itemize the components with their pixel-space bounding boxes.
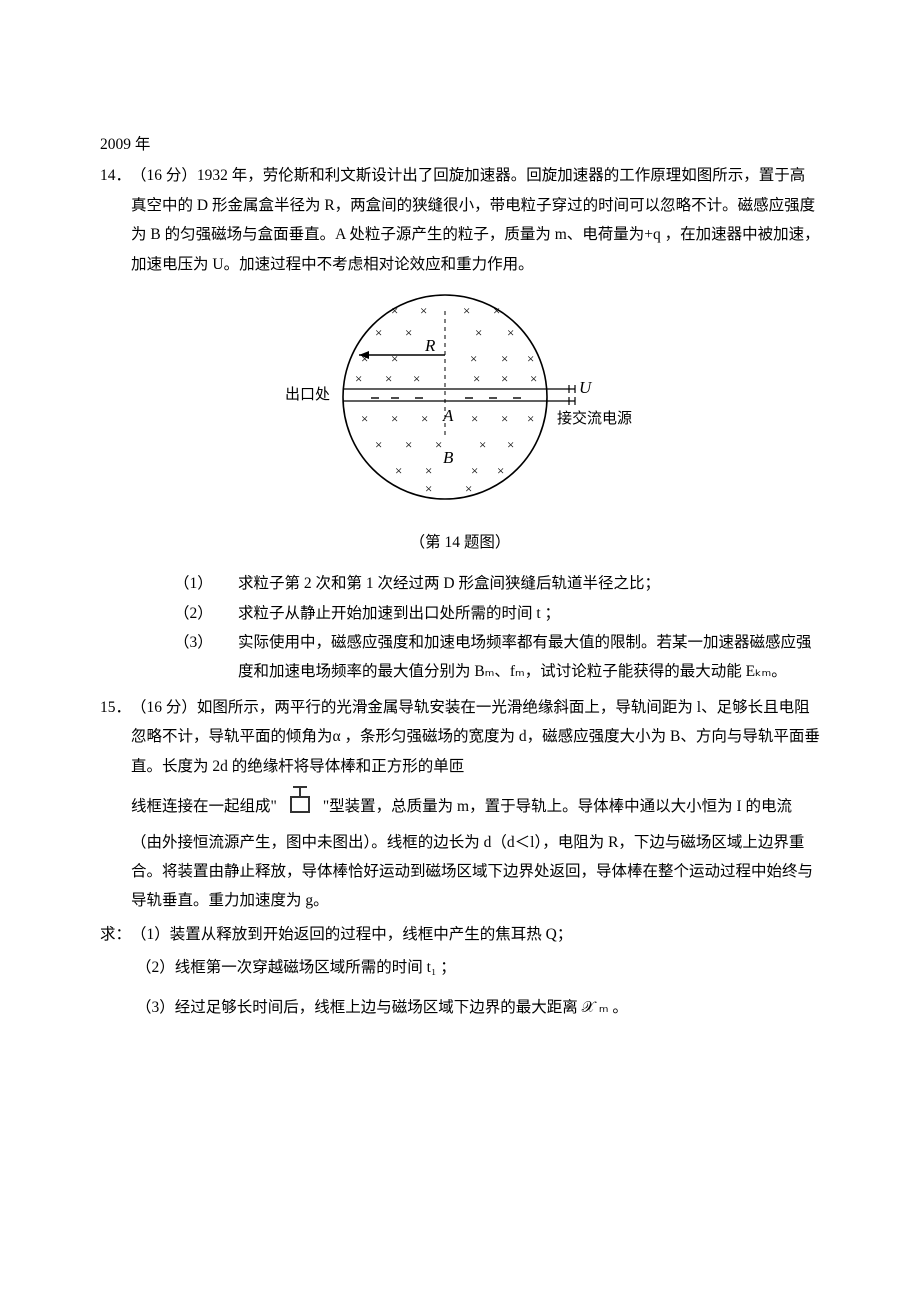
req-15-1-num: （1）: [131, 926, 170, 943]
svg-text:×: ×: [501, 351, 508, 366]
figure-14: ×××× ×××× ××××× ×××××× ×××××× ××××× ××××…: [100, 285, 820, 557]
svg-text:×: ×: [413, 371, 420, 386]
svg-text:×: ×: [527, 351, 534, 366]
svg-text:×: ×: [501, 371, 508, 386]
figure-14-caption: （第 14 题图）: [100, 528, 820, 557]
req-15-3-text: 经过足够长时间后，线框上边与磁场区域下边界的最大距离 𝒳 ₘ 。: [175, 999, 628, 1016]
svg-text:×: ×: [471, 411, 478, 426]
svg-text:×: ×: [493, 303, 500, 318]
svg-text:×: ×: [507, 325, 514, 340]
problem-15: 15． （16 分）如图所示，两平行的光滑金属导轨安装在一光滑绝缘斜面上，导轨间…: [100, 693, 820, 1022]
svg-text:×: ×: [395, 463, 402, 478]
label-U: U: [579, 378, 593, 397]
svg-text:×: ×: [479, 437, 486, 452]
svg-text:×: ×: [391, 303, 398, 318]
req-15-2-text: 线框第一次穿越磁场区域所需的时间 t₁ ；: [175, 959, 456, 976]
svg-text:×: ×: [391, 351, 398, 366]
sub-14-1-num: （1）: [174, 569, 238, 598]
label-exit: 出口处: [285, 386, 330, 403]
svg-text:×: ×: [375, 325, 382, 340]
problem-14: 14． （16 分）1932 年，劳伦斯和利文斯设计出了回旋加速器。回旋加速器的…: [100, 161, 820, 686]
req-prefix: 求：: [100, 920, 131, 949]
svg-text:×: ×: [465, 481, 472, 496]
problem-15-intro: （16 分）如图所示，两平行的光滑金属导轨安装在一光滑绝缘斜面上，导轨间距为 l…: [131, 693, 820, 916]
svg-text:×: ×: [405, 437, 412, 452]
sub-14-2: （2） 求粒子从静止开始加速到出口处所需的时间 t ；: [174, 599, 820, 628]
svg-text:×: ×: [475, 325, 482, 340]
svg-text:×: ×: [463, 303, 470, 318]
svg-text:×: ×: [391, 411, 398, 426]
svg-text:×: ×: [435, 437, 442, 452]
svg-text:×: ×: [355, 371, 362, 386]
problem-15-requirements: 求： （1）装置从释放到开始返回的过程中，线框中产生的焦耳热 Q； （2）线框第…: [100, 920, 820, 1022]
label-A: A: [442, 406, 454, 425]
svg-text:×: ×: [361, 411, 368, 426]
sub-14-2-num: （2）: [174, 599, 238, 628]
problem-15-number: 15．: [100, 693, 131, 722]
sub-14-1-text: 求粒子第 2 次和第 1 次经过两 D 形盒间狭缝后轨道半径之比；: [238, 569, 820, 598]
label-R: R: [424, 336, 436, 355]
svg-text:×: ×: [361, 351, 368, 366]
svg-text:×: ×: [425, 481, 432, 496]
svg-text:×: ×: [405, 325, 412, 340]
sub-14-3: （3） 实际使用中，磁感应强度和加速电场频率都有最大值的限制。若某一加速器磁感应…: [174, 628, 820, 687]
svg-text:×: ×: [421, 411, 428, 426]
year-heading: 2009 年: [100, 130, 820, 159]
sub-14-3-num: （3）: [174, 628, 238, 657]
req-15-3-num: （3）: [136, 999, 175, 1016]
sub-14-3-text: 实际使用中，磁感应强度和加速电场频率都有最大值的限制。若某一加速器磁感应强度和加…: [238, 628, 820, 687]
svg-text:×: ×: [470, 351, 477, 366]
p15-intro-part2-pre: 线框连接在一起组成": [131, 798, 277, 815]
p15-intro-part1: （16 分）如图所示，两平行的光滑金属导轨安装在一光滑绝缘斜面上，导轨间距为 l…: [131, 699, 820, 775]
svg-text:×: ×: [425, 463, 432, 478]
svg-text:×: ×: [507, 437, 514, 452]
label-ac: 接交流电源: [557, 409, 632, 427]
svg-text:×: ×: [385, 371, 392, 386]
problem-14-intro: （16 分）1932 年，劳伦斯和利文斯设计出了回旋加速器。回旋加速器的工作原理…: [131, 161, 820, 279]
svg-text:×: ×: [420, 303, 427, 318]
svg-text:×: ×: [471, 463, 478, 478]
svg-text:×: ×: [527, 411, 534, 426]
sub-14-2-text: 求粒子从静止开始加速到出口处所需的时间 t ；: [238, 599, 820, 628]
req-15-2-num: （2）: [136, 959, 175, 976]
device-shape-icon: [283, 785, 317, 825]
svg-text:×: ×: [530, 371, 537, 386]
svg-text:×: ×: [497, 463, 504, 478]
req-15-1-text: 装置从释放到开始返回的过程中，线框中产生的焦耳热 Q；: [170, 926, 573, 943]
problem-14-subparts: （1） 求粒子第 2 次和第 1 次经过两 D 形盒间狭缝后轨道半径之比； （2…: [174, 569, 820, 687]
svg-text:×: ×: [473, 371, 480, 386]
svg-text:×: ×: [375, 437, 382, 452]
svg-text:×: ×: [501, 411, 508, 426]
sub-14-1: （1） 求粒子第 2 次和第 1 次经过两 D 形盒间狭缝后轨道半径之比；: [174, 569, 820, 598]
figure-14-svg: ×××× ×××× ××××× ×××××× ×××××× ××××× ××××…: [275, 285, 645, 515]
label-B: B: [443, 448, 454, 467]
problem-14-number: 14．: [100, 161, 131, 190]
